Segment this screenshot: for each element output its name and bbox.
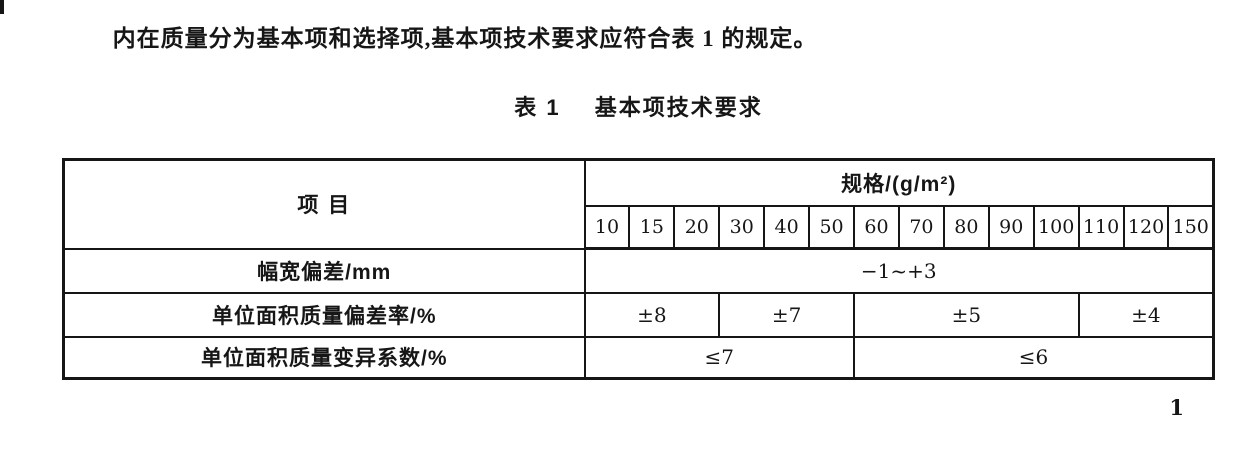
spec-table: 项 目 规格/(g/m²) 10 15 20 30 40 50 60 70 80… — [62, 158, 1215, 380]
spec-col-header: 60 — [853, 204, 900, 250]
row-value: ±7 — [718, 291, 856, 338]
spec-col-header: 90 — [987, 204, 1035, 250]
spec-col-header: 40 — [763, 204, 811, 250]
spec-col-header: 10 — [583, 204, 631, 250]
row-value: −1~+3 — [583, 247, 1215, 294]
spec-col-header: 30 — [718, 204, 766, 250]
intro-paragraph: 内在质量分为基本项和选择项,基本项技术要求应符合表 1 的规定。 — [112, 26, 818, 51]
spec-col-header: 80 — [942, 204, 990, 250]
spec-col-header: 50 — [808, 204, 856, 250]
header-cell-item: 项 目 — [62, 158, 586, 250]
table-subheader-row: 10 15 20 30 40 50 60 70 80 90 100 110 12… — [64, 204, 1215, 250]
table-caption: 表 1 基本项技术要求 — [62, 90, 1215, 122]
row-value: ≤6 — [853, 335, 1215, 380]
table-row-mass-deviation-rate: 单位面积质量偏差率/% ±8 ±7 ±5 ±4 — [62, 291, 1215, 338]
row-value: ±4 — [1077, 291, 1215, 338]
spec-col-header: 120 — [1122, 204, 1170, 250]
row-label: 单位面积质量偏差率/% — [62, 291, 586, 338]
row-value: ±8 — [583, 291, 721, 338]
spec-col-header: 70 — [897, 204, 945, 250]
row-value: ±5 — [853, 291, 1080, 338]
scan-artifact-mark — [0, 0, 4, 14]
header-cell-spec: 规格/(g/m²) — [583, 158, 1215, 207]
page-number: 1 — [1169, 395, 1184, 420]
spec-col-header: 20 — [673, 204, 721, 250]
table-header-row: 项 目 规格/(g/m²) — [62, 158, 1215, 250]
row-label: 幅宽偏差/mm — [62, 247, 586, 294]
row-value: ≤7 — [583, 335, 856, 380]
spec-col-header: 15 — [628, 204, 676, 250]
spec-col-header: 110 — [1077, 204, 1125, 250]
spec-col-header: 150 — [1167, 204, 1215, 250]
table-row-width-deviation: 幅宽偏差/mm −1~+3 — [62, 247, 1215, 294]
row-label: 单位面积质量变异系数/% — [62, 335, 586, 380]
table-caption-title: 基本项技术要求 — [594, 95, 763, 120]
table-caption-label: 表 1 — [514, 95, 561, 120]
spec-col-header: 100 — [1032, 204, 1080, 250]
table-row-mass-variation-coefficient: 单位面积质量变异系数/% ≤7 ≤6 — [62, 335, 1215, 380]
